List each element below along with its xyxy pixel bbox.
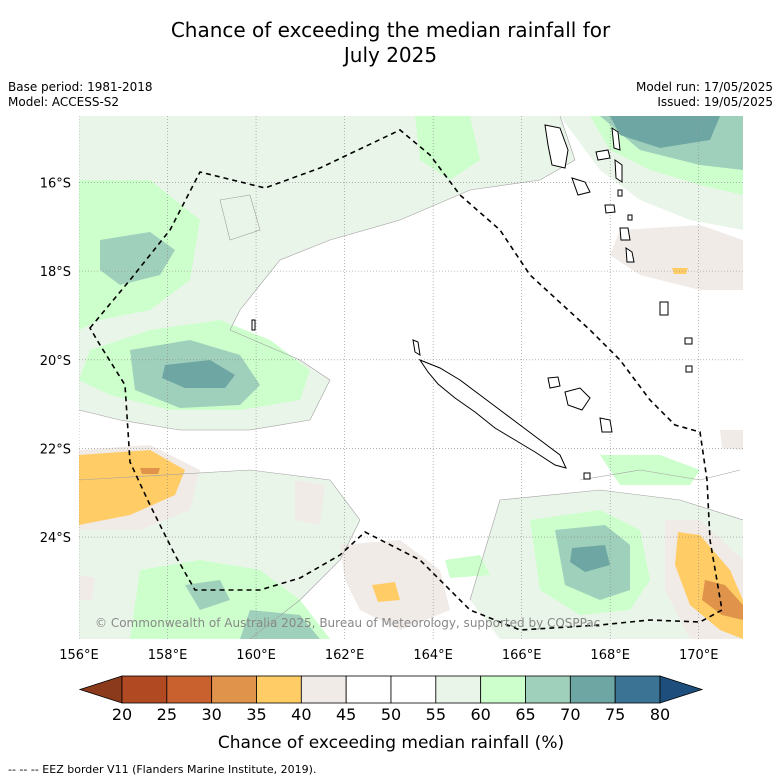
latitude-label: 18°S	[40, 265, 71, 280]
region-35-40-dot	[672, 268, 688, 274]
coastlines	[251, 124, 693, 480]
map-title: Chance of exceeding the median rainfall …	[0, 18, 781, 68]
meta-right: Model run: 17/05/2025 Issued: 19/05/2025	[636, 80, 773, 110]
longitude-label: 158°E	[148, 648, 188, 663]
shading-layer	[79, 116, 743, 639]
loyalty-island-1	[564, 387, 591, 411]
colorbar-tick-label: 20	[112, 705, 132, 724]
eez-border	[89, 129, 723, 631]
colorbar-segment	[166, 675, 213, 704]
issued-date: Issued: 19/05/2025	[657, 95, 773, 109]
matthew-island	[659, 301, 669, 316]
meta-left: Base period: 1981-2018 Model: ACCESS-S2	[8, 80, 153, 110]
title-line-2: July 2025	[343, 43, 438, 67]
new-caledonia-mainland	[418, 358, 567, 469]
colorbar-tick-label: 70	[560, 705, 580, 724]
latitude-label: 16°S	[40, 176, 71, 191]
region-30-35-se	[702, 580, 743, 620]
hunter-island	[684, 337, 693, 345]
region-35-40-small	[372, 582, 400, 602]
colorbar-segment	[614, 675, 661, 704]
loyalty-island-3	[599, 417, 613, 433]
longitude-label: 164°E	[413, 648, 453, 663]
region-70-75-se	[570, 545, 610, 572]
vanuatu-espiritu-santo	[544, 124, 569, 169]
colorbar-label: Chance of exceeding median rainfall (%)	[218, 733, 564, 753]
vanuatu-small-2	[627, 214, 633, 221]
title-line-1: Chance of exceeding the median rainfall …	[170, 18, 611, 42]
longitude-label: 160°E	[236, 648, 276, 663]
region-60-65-top	[415, 116, 480, 180]
vanuatu-tanna	[625, 247, 635, 263]
region-65-70-south	[185, 580, 230, 610]
region-40-45-east	[610, 225, 743, 290]
colorbar-segment	[435, 675, 482, 704]
colorbar-low-extend	[78, 675, 123, 704]
vanuatu-pentecost	[614, 158, 623, 183]
colorbar-tick-label: 65	[515, 705, 535, 724]
colorbar-segment	[525, 675, 571, 704]
colorbar-segment	[300, 675, 347, 704]
colorbar-segment	[390, 675, 437, 704]
vanuatu-erromango	[619, 227, 631, 241]
longitude-label: 166°E	[502, 648, 542, 663]
colorbar-tick-label: 40	[291, 705, 311, 724]
longitude-label: 170°E	[679, 648, 719, 663]
region-70-75-mid	[162, 360, 235, 388]
latitude-label: 22°S	[40, 442, 71, 457]
region-60-65-small	[445, 555, 490, 578]
ile-des-pins	[583, 472, 591, 480]
footer-note: -- -- -- EEZ border V11 (Flanders Marine…	[8, 763, 317, 776]
colorbar-segment	[211, 675, 257, 704]
map-panel: © Commonwealth of Australia 2025, Bureau…	[79, 116, 743, 639]
colorbar-tick-label: 45	[336, 705, 356, 724]
colorbar-segment	[480, 675, 526, 704]
region-65-70-west	[100, 232, 175, 285]
region-65-70-south2	[240, 610, 320, 639]
vanuatu-small-1	[617, 189, 623, 197]
vanuatu-efate	[604, 204, 616, 214]
region-70-75-ne	[610, 116, 720, 148]
latitude-label: 20°S	[40, 354, 71, 369]
colorbar-tick-label: 35	[246, 705, 266, 724]
colorbar-segment	[256, 675, 302, 704]
vanuatu-maewo	[611, 126, 621, 151]
longitude-label: 168°E	[590, 648, 630, 663]
colorbar-tick-label: 75	[605, 705, 625, 724]
colorbar-tick-label: 55	[426, 705, 446, 724]
colorbar: 20 25 30 35 40 45 50 55 60 65 70 75 80	[78, 675, 704, 724]
region-40-45-small	[295, 480, 325, 525]
colorbar-segment	[345, 675, 392, 704]
contour-lines	[79, 116, 743, 639]
small-island-east	[685, 365, 693, 373]
colorbar-segment	[569, 675, 616, 704]
colorbar-tick-label: 60	[470, 705, 490, 724]
longitude-label: 156°E	[59, 648, 99, 663]
colorbar-segment	[121, 675, 168, 704]
loyalty-island-2	[547, 376, 561, 389]
model-name: Model: ACCESS-S2	[8, 95, 120, 109]
vanuatu-malekula	[571, 177, 591, 196]
belep-islands	[412, 339, 421, 356]
model-run: Model run: 17/05/2025	[635, 80, 773, 94]
copyright-text: © Commonwealth of Australia 2025, Bureau…	[95, 616, 600, 630]
colorbar-high-extend	[659, 675, 704, 704]
colorbar-tick-label: 25	[157, 705, 177, 724]
longitude-label: 162°E	[325, 648, 365, 663]
longitude-labels: 156°E 158°E 160°E 162°E 164°E 166°E 168°E 170°E	[59, 648, 718, 663]
base-period: Base period: 1981-2018	[8, 80, 153, 94]
region-60-65-east2	[600, 455, 700, 485]
chesterfield-islet	[251, 319, 256, 331]
region-30-35-sw	[140, 468, 160, 474]
region-40-45-small3	[79, 575, 95, 600]
colorbar-tick-label: 30	[201, 705, 221, 724]
colorbar-tick-label: 80	[650, 705, 670, 724]
region-40-45-small2	[720, 430, 743, 450]
vanuatu-ambrym	[595, 149, 611, 161]
colorbar-tick-label: 50	[381, 705, 401, 724]
latitude-labels: 16°S 18°S 20°S 22°S 24°S	[40, 176, 71, 546]
latitude-label: 24°S	[40, 531, 71, 546]
